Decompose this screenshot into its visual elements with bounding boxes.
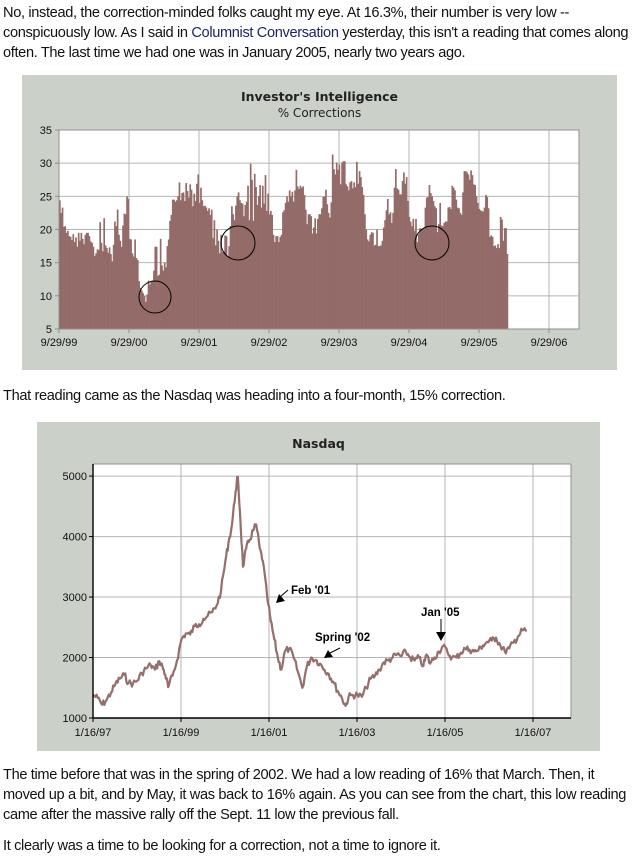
chart-title: Investor's Intelligence: [240, 89, 399, 104]
paragraph-nasdaq-intro: That reading came as the Nasdaq was head…: [3, 388, 506, 404]
paragraph-intro: No, instead, the correction-minded folks…: [3, 3, 639, 63]
paragraph-conclusion: It clearly was a time to be looking for …: [3, 838, 441, 854]
columnist-conversation-link[interactable]: Columnist Conversation: [191, 25, 339, 41]
chart-title-nasdaq: Nasdaq: [292, 436, 345, 451]
paragraph-spring-2002: The time before that was in the spring o…: [3, 767, 627, 823]
chart-subtitle: % Corrections: [277, 106, 362, 120]
investors-intelligence-chart: Investor's Intelligence % Corrections: [22, 75, 617, 370]
nasdaq-chart: Nasdaq: [37, 422, 600, 751]
paragraph-intro-text-a: No, instead, the correction-minded folks…: [3, 5, 570, 41]
paragraph-intro-text-b: yesterday, this isn't a reading that com…: [3, 25, 629, 61]
